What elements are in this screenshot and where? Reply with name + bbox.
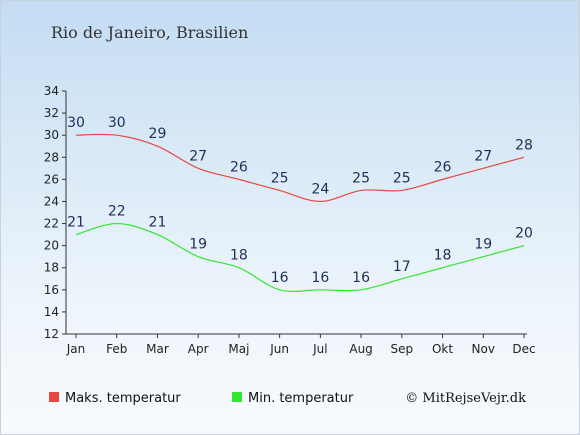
x-tick-label: Mar	[146, 342, 169, 356]
x-tick-label: Aug	[349, 342, 372, 356]
y-tick-label: 26	[44, 172, 59, 186]
x-tick-label: Okt	[432, 342, 453, 356]
data-label-min: 20	[515, 226, 533, 242]
data-label-min: 21	[149, 215, 167, 231]
credit-text: © MitRejseVejr.dk	[405, 391, 526, 406]
x-tick-label: Feb	[106, 342, 127, 356]
data-label-max: 30	[108, 115, 126, 131]
x-tick-label: Dec	[512, 342, 535, 356]
y-tick-label: 18	[44, 261, 59, 275]
data-label-min: 16	[311, 270, 329, 286]
data-label-min: 18	[434, 248, 452, 264]
x-tick-label: Jun	[269, 342, 289, 356]
x-tick-label: Sep	[391, 342, 414, 356]
data-label-min: 17	[393, 259, 411, 275]
series-line-max	[75, 133, 525, 203]
x-tick-label: Nov	[472, 342, 495, 356]
series-line-min	[75, 222, 525, 293]
y-tick-label: 28	[44, 150, 59, 164]
x-tick-label: Jul	[312, 342, 327, 356]
data-label-min: 19	[474, 237, 492, 253]
data-label-max: 25	[352, 170, 370, 186]
data-label-max: 25	[393, 170, 411, 186]
legend: Maks. temperatur Min. temperatur	[49, 391, 354, 406]
axes: 12 14 16 18 20 22 24 26 28 30 32 34 Jan Feb Mar Apr Maj J…	[44, 84, 536, 356]
legend-label-min: Min. temperatur	[248, 391, 354, 406]
y-tick-label: 14	[44, 305, 59, 319]
y-tick-label: 32	[44, 106, 59, 120]
y-tick-label: 34	[44, 84, 59, 98]
data-label-max: 30	[67, 115, 85, 131]
data-label-max: 25	[271, 170, 289, 186]
data-label-max: 26	[434, 159, 452, 175]
y-tick-label: 12	[44, 327, 59, 341]
legend-label-max: Maks. temperatur	[65, 391, 181, 406]
x-tick-label: Jan	[66, 342, 86, 356]
data-label-min: 18	[230, 248, 248, 264]
data-label-max: 26	[230, 159, 248, 175]
x-tick-label: Apr	[188, 342, 209, 356]
y-tick-label: 20	[44, 239, 59, 253]
data-label-min: 21	[67, 215, 85, 231]
data-label-min: 19	[189, 237, 207, 253]
data-label-max: 27	[189, 148, 207, 164]
y-tick-label: 16	[44, 283, 59, 297]
data-label-max: 24	[311, 181, 329, 197]
data-label-max: 29	[149, 126, 167, 142]
data-label-max: 28	[515, 137, 533, 153]
data-label-min: 16	[352, 270, 370, 286]
legend-swatch-min	[232, 392, 242, 402]
data-label-min: 22	[108, 204, 126, 220]
legend-swatch-max	[49, 392, 59, 402]
x-tick-label: Maj	[228, 342, 249, 356]
y-tick-label: 22	[44, 217, 59, 231]
series-layer: 30 30 29 27 26 25 24 25 25 26 27 28 21 22 21 19 18 16 16 16…	[67, 115, 533, 293]
y-tick-label: 30	[44, 128, 59, 142]
data-label-max: 27	[474, 148, 492, 164]
chart-title: Rio de Janeiro, Brasilien	[51, 23, 248, 42]
y-tick-label: 24	[44, 194, 59, 208]
data-label-min: 16	[271, 270, 289, 286]
